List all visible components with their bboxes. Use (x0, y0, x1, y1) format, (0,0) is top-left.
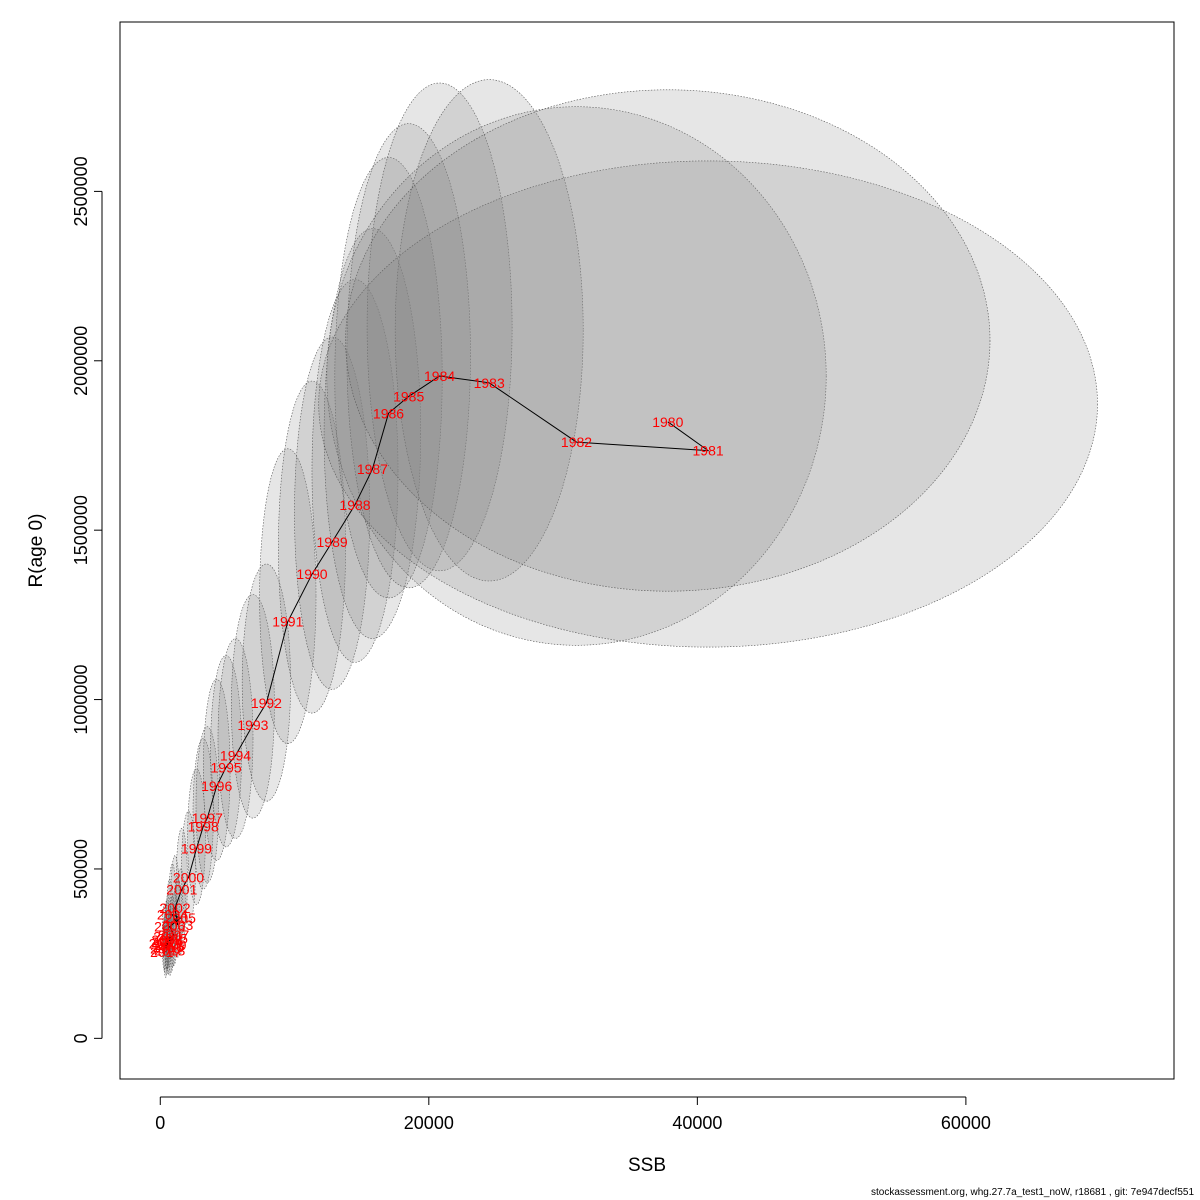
year-label-1996: 1996 (201, 778, 232, 794)
year-label-2014: 2014 (151, 934, 182, 950)
ellipse-1989 (294, 336, 370, 690)
year-label-1988: 1988 (339, 497, 370, 513)
year-label-2013: 2013 (154, 942, 185, 958)
year-label-2010: 2010 (150, 941, 181, 957)
ellipse-1986 (334, 157, 443, 599)
year-label-1986: 1986 (373, 405, 404, 421)
ellipse-1991 (259, 448, 317, 744)
year-label-2005: 2005 (165, 910, 196, 926)
year-label-2001: 2001 (166, 881, 197, 897)
year-label-2017: 2017 (150, 944, 181, 960)
year-label-2007: 2007 (158, 927, 189, 943)
ellipse-1995 (210, 655, 243, 848)
x-axis-title: SSB (628, 1155, 666, 1176)
year-label-2000: 2000 (173, 869, 204, 885)
confidence-ellipses (161, 79, 1098, 978)
year-label-1982: 1982 (561, 434, 592, 450)
y-tick-label-2000000: 2000000 (71, 326, 91, 396)
footer-note: stockassessment.org, whg.27.7a_test1_noW… (871, 1187, 1194, 1198)
year-label-1999: 1999 (181, 841, 212, 857)
plot-box (119, 21, 1175, 1080)
trajectory-line (163, 375, 710, 953)
year-label-1991: 1991 (272, 614, 303, 630)
year-label-1983: 1983 (474, 375, 505, 391)
ellipse-1982 (326, 106, 827, 646)
ellipse-1997 (195, 726, 219, 883)
y-tick-label-500000: 500000 (71, 839, 91, 899)
y-tick-label-1000000: 1000000 (71, 665, 91, 735)
year-label-2003: 2003 (162, 917, 193, 933)
ellipse-1993 (231, 594, 275, 819)
ellipse-1984 (366, 82, 513, 572)
x-tick-label-0: 0 (155, 1113, 165, 1133)
year-label-1998: 1998 (188, 819, 219, 835)
y-tick-label-2500000: 2500000 (71, 156, 91, 226)
ellipse-1992 (241, 563, 291, 802)
ellipse-1996 (203, 679, 231, 861)
year-label-2002: 2002 (159, 900, 190, 916)
year-label-2008: 2008 (151, 932, 182, 948)
ellipse-1999 (187, 768, 206, 905)
ellipse-1985 (346, 123, 471, 589)
year-label-1980: 1980 (652, 414, 683, 430)
ellipse-1994 (217, 638, 254, 839)
year-label-1994: 1994 (220, 748, 251, 764)
year-label-1984: 1984 (424, 368, 455, 384)
y-axis-title: R(age 0) (26, 514, 47, 588)
year-label-1987: 1987 (357, 461, 388, 477)
x-tick-label-20000: 20000 (404, 1113, 454, 1133)
y-axis: 0 500000 1000000 1500000 2000000 2500000 (71, 156, 103, 1043)
x-axis: 0 20000 40000 60000 (155, 1096, 991, 1133)
year-label-1997: 1997 (192, 810, 223, 826)
year-label-2012: 2012 (149, 936, 180, 952)
year-label-2015: 2015 (157, 930, 188, 946)
x-tick-label-60000: 60000 (941, 1113, 991, 1133)
year-label-2004: 2004 (157, 907, 188, 923)
year-label-2011: 2011 (153, 929, 183, 945)
ellipse-1983 (394, 79, 584, 582)
year-label-1993: 1993 (237, 717, 268, 733)
year-label-2016: 2016 (153, 939, 184, 955)
y-tick-label-1500000: 1500000 (71, 495, 91, 565)
year-label-1989: 1989 (317, 534, 348, 550)
year-label-1985: 1985 (393, 388, 424, 404)
x-tick-label-40000: 40000 (672, 1113, 722, 1133)
ellipse-1998 (192, 738, 214, 890)
year-label-1992: 1992 (251, 695, 282, 711)
ellipse-1981 (318, 160, 1098, 648)
ellipse-1980 (345, 89, 991, 592)
y-tick-label-0: 0 (71, 1033, 91, 1043)
ellipse-1990 (278, 380, 346, 714)
year-label-1981: 1981 (693, 443, 724, 459)
year-label-2006: 2006 (154, 919, 185, 935)
year-label-1990: 1990 (296, 566, 327, 582)
year-label-1995: 1995 (211, 759, 242, 775)
year-label-2009: 2009 (155, 937, 186, 953)
ellipse-1988 (311, 279, 399, 663)
ellipse-1987 (323, 228, 422, 639)
